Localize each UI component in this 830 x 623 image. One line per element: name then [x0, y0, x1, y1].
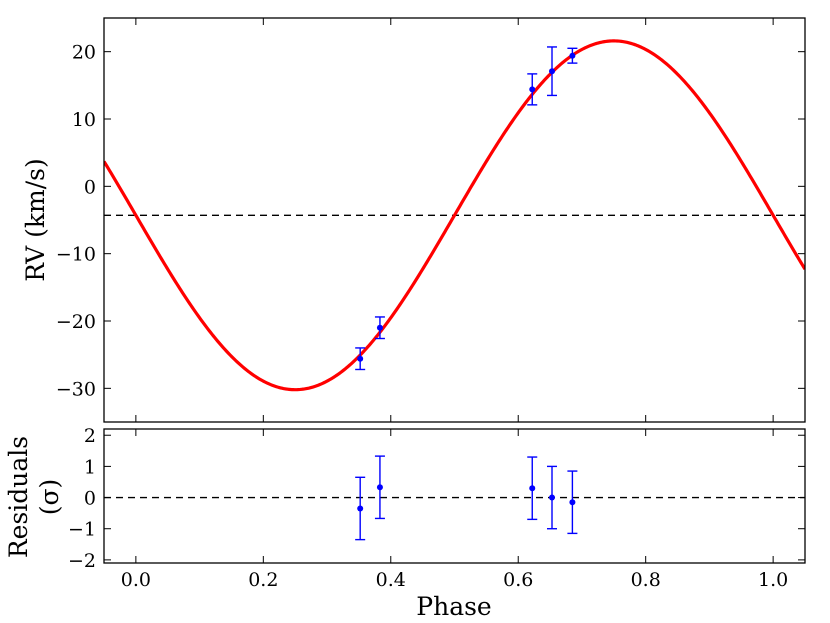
residual-y-tick-label: 2 — [84, 425, 96, 447]
rv-y-ticks: −30 −20 −10 0 10 20 — [56, 42, 805, 400]
rv-data-point — [547, 46, 558, 97]
residuals-panel-frame — [103, 428, 806, 564]
phase-x-tick-label: 0.0 — [121, 569, 151, 591]
phase-x-tick-label: 0.2 — [248, 569, 278, 591]
residual-y-tick-label: −2 — [68, 550, 96, 572]
rv-y-tick-label: 10 — [72, 109, 96, 131]
residual-point — [547, 465, 558, 530]
rv-y-tick-label: −10 — [56, 244, 96, 266]
rv-y-tick-label: 0 — [84, 176, 96, 198]
rv-y-tick-label: −30 — [56, 378, 96, 400]
rv-data-point — [527, 73, 538, 106]
rv-data-point — [374, 316, 385, 340]
orbit-model-curve — [104, 39, 805, 392]
phase-x-tick-label: 0.8 — [631, 569, 661, 591]
rv-data-point — [567, 47, 578, 64]
residual-y-tick-label: −1 — [68, 519, 96, 541]
rv-panel-frame — [103, 17, 806, 423]
residual-point — [527, 456, 538, 521]
residual-point — [355, 476, 366, 541]
phase-x-ticks: 0.0 0.2 0.4 0.6 0.8 1.0 — [121, 18, 788, 591]
residuals-plot-area — [104, 455, 805, 541]
residual-y-tick-label: 1 — [84, 456, 96, 478]
residual-point — [374, 455, 385, 520]
phase-x-tick-label: 1.0 — [758, 569, 788, 591]
rv-y-axis-label: RV (km/s) — [21, 158, 50, 282]
residuals-y-axis-label: Residuals — [4, 436, 33, 558]
residuals-y-axis-unit: (σ) — [35, 479, 64, 516]
rv-panel: −30 −20 −10 0 10 20 RV (km/s) — [21, 17, 806, 423]
residuals-y-ticks: −2 −1 0 1 2 — [68, 425, 805, 572]
phase-x-axis-label: Phase — [416, 592, 491, 621]
rv-plot-area — [104, 39, 805, 392]
residual-y-tick-label: 0 — [84, 488, 96, 510]
rv-y-tick-label: 20 — [72, 42, 96, 64]
rv-data-point — [355, 347, 366, 371]
residual-point — [567, 470, 578, 535]
phase-x-tick-label: 0.4 — [376, 569, 406, 591]
phase-x-tick-label: 0.6 — [503, 569, 533, 591]
rv-y-tick-label: −20 — [56, 311, 96, 333]
